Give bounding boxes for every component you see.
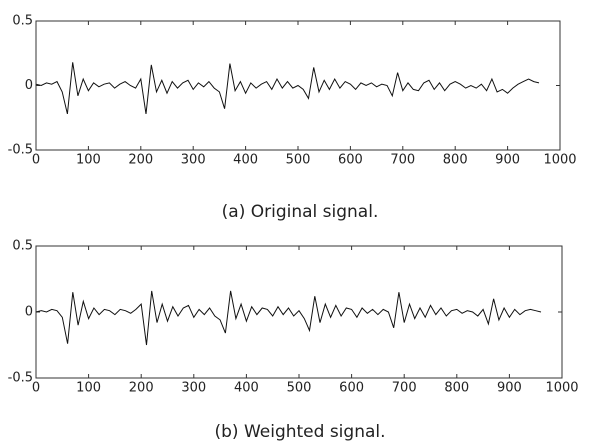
x-tick-label: 600	[338, 153, 363, 168]
signal-line	[35, 290, 542, 346]
y-tick-label: 0	[25, 305, 33, 320]
x-tick-label: 300	[181, 381, 206, 396]
x-tick-label: 0	[32, 381, 40, 396]
x-tick-label: 100	[76, 381, 101, 396]
x-tick-label: 700	[392, 381, 417, 396]
x-tick-label: 800	[444, 381, 469, 396]
y-tick-label: 0.5	[12, 14, 33, 29]
x-tick-label: 500	[287, 381, 312, 396]
x-tick-label: 800	[443, 153, 468, 168]
x-tick-label: 600	[339, 381, 364, 396]
x-tick-label: 100	[76, 153, 101, 168]
y-tick-label: 0	[25, 78, 33, 93]
caption: (a) Original signal.	[222, 202, 379, 222]
x-tick-label: 0	[32, 153, 40, 168]
y-tick-label: -0.5	[8, 371, 33, 386]
x-tick-label: 400	[233, 153, 258, 168]
x-tick-label: 200	[129, 381, 154, 396]
signal-line	[35, 62, 540, 115]
plot-frame	[35, 245, 563, 379]
x-tick-label: 1000	[543, 153, 576, 168]
x-tick-label: 900	[497, 381, 522, 396]
x-tick-label: 300	[181, 153, 206, 168]
y-tick-label: 0.5	[12, 239, 33, 254]
x-tick-label: 700	[390, 153, 415, 168]
y-tick-label: -0.5	[8, 143, 33, 158]
x-tick-label: 200	[128, 153, 153, 168]
x-tick-label: 400	[234, 381, 259, 396]
x-tick-label: 900	[495, 153, 520, 168]
x-tick-label: 500	[286, 153, 311, 168]
caption: (b) Weighted signal.	[214, 422, 385, 442]
x-tick-label: 1000	[545, 381, 578, 396]
